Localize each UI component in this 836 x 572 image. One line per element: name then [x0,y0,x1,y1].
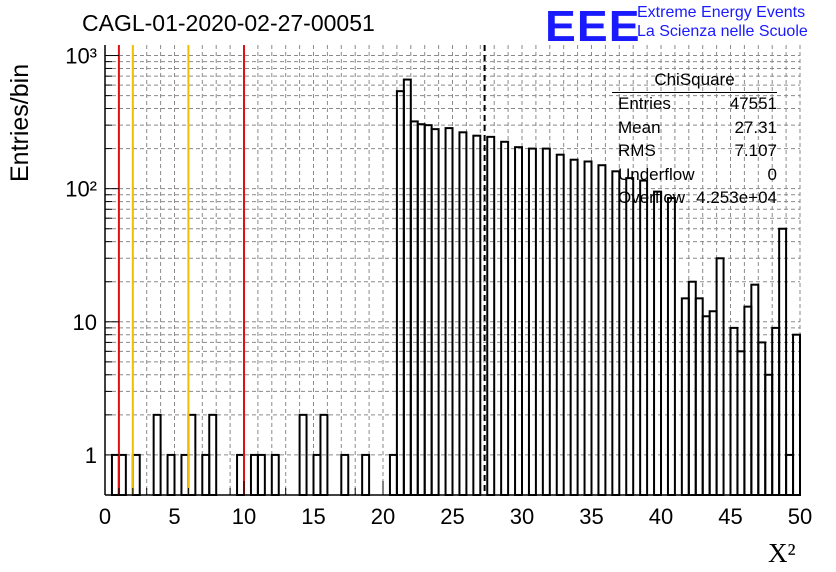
histogram-bar [423,124,433,496]
histogram-bar [514,146,523,496]
x-tick-label: 35 [579,504,603,529]
x-tick-label: 20 [371,504,395,529]
stats-key: RMS [618,141,656,160]
x-tick-label: 15 [301,504,325,529]
y-axis-label: Entries/bin [6,63,34,182]
histogram-bar [430,128,440,497]
y-tick-label: 10³ [65,44,97,69]
histogram-bar [625,177,635,496]
histogram-bar [110,453,120,497]
histogram-bar [729,326,739,496]
histogram-bar [395,90,405,496]
x-tick-label: 0 [99,504,111,529]
histogram-bar [569,158,579,496]
logo-line-2: La Scienza nelle Scuole [637,23,808,40]
stats-row-rms: RMS 7.107 [612,141,777,165]
histogram-bar [764,373,774,497]
stats-key: Overflow [618,188,686,207]
histogram-bar [249,453,259,497]
histogram-bar [256,453,266,497]
x-tick-label: 25 [440,504,464,529]
histogram-bar [409,120,419,497]
x-tick-label: 45 [718,504,742,529]
histogram-bar [611,170,621,496]
histogram-bar [270,453,280,497]
histogram-bar [416,123,426,496]
stats-key: Entries [618,94,671,113]
histogram-bar [653,190,662,496]
stats-box: ChiSquare Entries 47551 Mean 27.31 RMS 7… [612,70,777,212]
histogram-bar [785,453,795,497]
histogram-bar [236,453,246,497]
x-tick-label: 50 [788,504,812,529]
eee-logo-mark: EEE [545,2,641,51]
histogram-bar [388,453,398,497]
x-axis-label: X² [768,538,796,568]
x-tick-label: 5 [168,504,180,529]
tick-labels: 0 5 10 15 20 25 30 35 40 45 50 1 10 10² 10³ [65,44,812,529]
histogram-bar [701,315,711,496]
histogram-bar [472,134,482,496]
x-tick-label: 40 [649,504,673,529]
stats-value: 47551 [729,94,777,113]
histogram-bar [639,179,649,496]
histogram-bar [708,310,718,496]
y-tick-label: 10 [73,310,97,335]
histogram-bar [340,453,350,497]
histogram-bar [180,453,190,497]
histogram-bar [555,153,565,496]
stats-row-underflow: Underflow 0 [612,165,777,189]
histogram-bar [757,341,767,496]
histogram-bar [117,453,127,497]
logo-line-1: Extreme Energy Events [637,4,806,21]
histogram-bar [131,453,141,497]
x-tick-label: 30 [510,504,534,529]
histogram-bar [486,135,496,497]
stats-value: 7.107 [734,141,777,160]
histogram-bar [201,453,211,497]
histogram-bar [402,78,412,496]
stats-row-entries: Entries 47551 [612,94,777,118]
histogram-bar [312,453,322,497]
stats-key: Mean [618,117,661,137]
histogram-bar [597,164,607,497]
histogram-bar [361,453,371,497]
marker-lines [117,45,486,495]
x-tick-label: 10 [232,504,256,529]
plot-axes [104,45,801,496]
histogram-bar [771,326,781,496]
stats-row-overflow: Overflow 4.253e+04 [612,188,777,212]
stats-row-mean: Mean 27.31 [612,118,777,142]
stats-value: 4.253e+04 [696,188,777,207]
histogram-bar [666,197,676,496]
y-tick-label: 1 [85,443,97,468]
stats-title: ChiSquare [612,70,777,93]
stats-key: Underflow [618,164,695,184]
chart-title: CAGL-01-2020-02-27-00051 [82,10,375,36]
histogram-bar [166,453,176,497]
histogram-bar [736,350,746,496]
histogram-bar [687,280,697,496]
histogram-bar [750,283,760,496]
y-tick-label: 10² [65,177,97,202]
histogram-bar [444,127,454,496]
stats-value: 0 [767,164,777,184]
stats-value: 27.31 [734,117,777,137]
histogram-bar [458,131,468,496]
histogram-bar [715,257,725,496]
